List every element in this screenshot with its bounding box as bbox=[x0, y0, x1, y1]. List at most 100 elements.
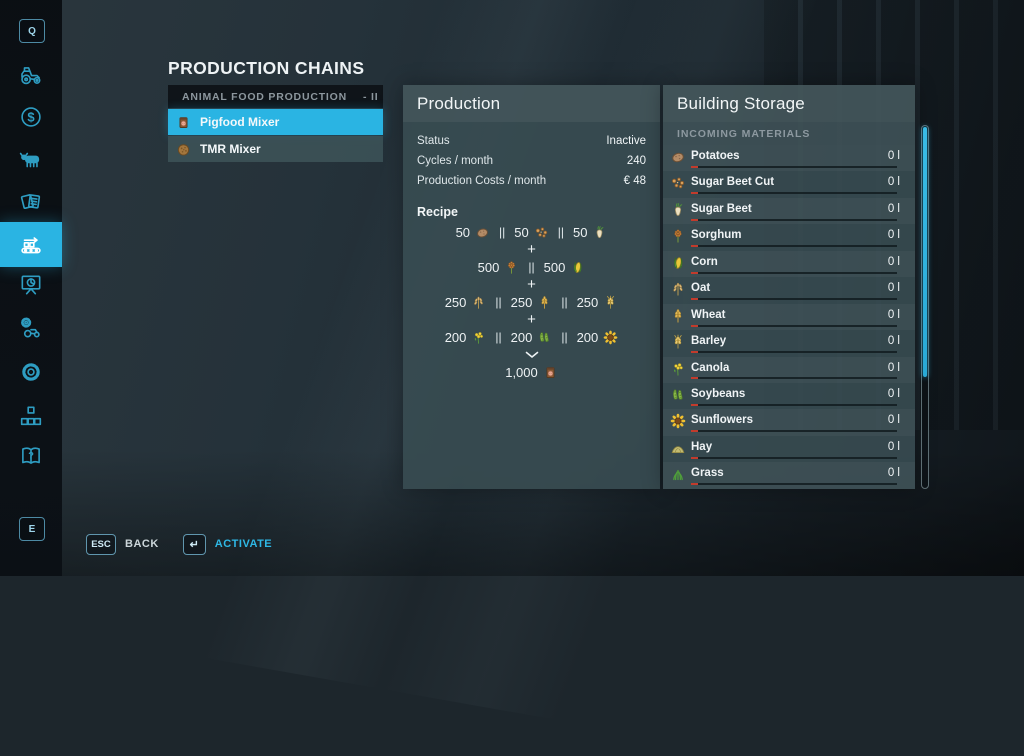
storage-row-barley[interactable]: Barley 0 l bbox=[663, 330, 915, 356]
stat-row: Cycles / month 240 bbox=[417, 151, 646, 171]
storage-item-amount: 0 l bbox=[887, 467, 900, 480]
sidebar-item-finances[interactable]: $ bbox=[18, 104, 44, 130]
storage-row-soybeans[interactable]: Soybeans 0 l bbox=[663, 383, 915, 409]
incoming-materials-header: INCOMING MATERIALS bbox=[663, 122, 915, 145]
recipe-or-separator: || bbox=[495, 295, 502, 309]
storage-fill-bar bbox=[691, 245, 897, 248]
storage-fill-bar-marker bbox=[691, 403, 698, 406]
recipe-or-separator: || bbox=[561, 330, 568, 344]
storage-item-name: Potatoes bbox=[691, 150, 740, 162]
sidebar-item-settings[interactable] bbox=[18, 359, 44, 385]
storage-row-sorghum[interactable]: Sorghum 0 l bbox=[663, 224, 915, 250]
storage-row-oat[interactable]: Oat 0 l bbox=[663, 277, 915, 303]
recipe-amount: 50 bbox=[572, 224, 588, 240]
wheat-icon bbox=[541, 295, 548, 309]
stat-label: Cycles / month bbox=[417, 155, 494, 167]
storage-scrollbar-thumb[interactable] bbox=[923, 127, 927, 377]
storage-row-corn[interactable]: Corn 0 l bbox=[663, 251, 915, 277]
storage-row-wheat[interactable]: Wheat 0 l bbox=[663, 304, 915, 330]
storage-item-name: Sugar Beet bbox=[691, 202, 752, 215]
oat-icon bbox=[474, 296, 484, 309]
barley-icon bbox=[674, 334, 682, 349]
recipe-line: 250 || 250 || 250 bbox=[403, 293, 660, 311]
key-hint-e: E bbox=[19, 517, 45, 541]
stat-label: Status bbox=[417, 135, 450, 147]
storage-fill-bar bbox=[691, 298, 897, 301]
grass-icon bbox=[673, 470, 683, 481]
production-panel-title: Production bbox=[403, 85, 660, 122]
storage-item-name: Canola bbox=[691, 361, 730, 374]
stat-value: 240 bbox=[626, 155, 646, 167]
storage-item-name: Oat bbox=[691, 282, 711, 295]
cow-icon bbox=[19, 152, 40, 168]
storage-row-hay[interactable]: Hay 0 l bbox=[663, 436, 915, 462]
storage-fill-bar bbox=[691, 324, 897, 327]
sidebar-item-mods[interactable] bbox=[18, 403, 44, 429]
recipe-line: 200 || 200 || 200 bbox=[403, 328, 660, 346]
sugar-beet-cut-icon bbox=[671, 178, 684, 189]
sunflower-icon bbox=[603, 330, 618, 344]
back-button[interactable]: BACK bbox=[125, 538, 159, 550]
storage-fill-bar-marker bbox=[691, 456, 698, 459]
storage-row-grass[interactable]: Grass 0 l bbox=[663, 462, 915, 488]
storage-item-name: Sunflowers bbox=[691, 414, 753, 427]
storage-fill-bar-marker bbox=[691, 192, 698, 195]
sugar-beet-cut-icon bbox=[535, 226, 547, 237]
storage-fill-bar-marker bbox=[691, 483, 698, 486]
storage-fill-bar bbox=[691, 271, 897, 274]
stat-row: Production Costs / month € 48 bbox=[417, 171, 646, 191]
sidebar-item-help[interactable]: ? bbox=[18, 443, 44, 469]
sorghum-icon bbox=[508, 260, 516, 274]
storage-fill-bar bbox=[691, 351, 897, 353]
pigfood-icon bbox=[546, 366, 555, 378]
sorghum-icon bbox=[674, 229, 682, 243]
storage-row-sugar-beet[interactable]: Sugar Beet 0 l bbox=[663, 198, 915, 224]
recipe-or-separator: || bbox=[557, 225, 564, 239]
chain-item-tmr-mixer[interactable]: TMR Mixer bbox=[168, 136, 383, 162]
storage-scrollbar[interactable] bbox=[921, 125, 929, 489]
sidebar-item-contracts[interactable] bbox=[18, 189, 44, 215]
recipe-amount: 50 bbox=[514, 224, 529, 240]
enter-key-icon[interactable]: ↵ bbox=[182, 533, 206, 555]
activate-button[interactable]: ACTIVATE bbox=[214, 538, 273, 550]
chain-item-pigfood-mixer[interactable]: Pigfood Mixer bbox=[168, 109, 383, 135]
svg-text:$: $ bbox=[27, 110, 35, 125]
sidebar-item-vehicles[interactable] bbox=[18, 62, 44, 88]
corn-icon bbox=[574, 261, 582, 273]
chain-category-suffix: - II bbox=[362, 90, 379, 103]
storage-item-amount: 0 l bbox=[887, 150, 900, 162]
stat-label: Production Costs / month bbox=[417, 175, 547, 187]
storage-list: Potatoes 0 l Sugar Beet Cut 0 l Sugar Beet 0 … bbox=[663, 145, 915, 489]
sunflower-icon bbox=[670, 414, 686, 429]
recipe-amount: 250 bbox=[576, 294, 599, 310]
storage-fill-bar bbox=[691, 483, 897, 486]
storage-item-name: Hay bbox=[691, 440, 713, 453]
sidebar-item-statistics[interactable] bbox=[18, 272, 44, 298]
recipe-or-separator: || bbox=[499, 225, 506, 239]
recipe-amount: 50 bbox=[455, 224, 471, 240]
sugar-beet-icon bbox=[597, 225, 604, 238]
recipe-plus: + bbox=[527, 276, 536, 293]
storage-item-name: Grass bbox=[691, 467, 724, 480]
storage-row-canola[interactable]: Canola 0 l bbox=[663, 357, 915, 383]
storage-item-amount: 0 l bbox=[887, 387, 900, 400]
sidebar-item-vehicle-maintenance[interactable] bbox=[18, 315, 44, 341]
storage-fill-bar bbox=[691, 456, 897, 459]
storage-row-sugar-beet-cut[interactable]: Sugar Beet Cut 0 l bbox=[663, 171, 915, 197]
storage-fill-bar-marker bbox=[691, 430, 698, 433]
svg-text:?: ? bbox=[28, 451, 34, 461]
esc-key-icon[interactable]: ESC bbox=[86, 533, 116, 555]
recipe-or-separator: || bbox=[495, 330, 502, 344]
stat-value: Inactive bbox=[606, 135, 646, 147]
sidebar-item-production-chains[interactable] bbox=[0, 222, 62, 267]
storage-fill-bar-marker bbox=[691, 324, 698, 327]
storage-row-sunflowers[interactable]: Sunflowers 0 l bbox=[663, 409, 915, 435]
storage-fill-bar-marker bbox=[691, 218, 698, 221]
storage-fill-bar-marker bbox=[691, 298, 698, 301]
recipe-plus: + bbox=[527, 241, 536, 258]
key-hint-q: Q bbox=[19, 19, 45, 43]
storage-row-potatoes[interactable]: Potatoes 0 l bbox=[663, 145, 915, 171]
storage-item-name: Wheat bbox=[691, 308, 726, 321]
sidebar: Q $? E bbox=[0, 0, 62, 576]
sidebar-item-animals[interactable] bbox=[18, 147, 44, 173]
